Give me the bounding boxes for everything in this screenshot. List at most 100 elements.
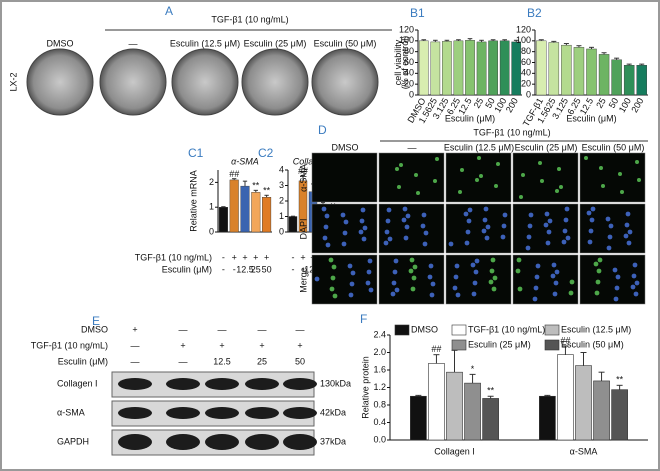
cell-signal [392,269,398,275]
y-tick-label: 120 [399,24,414,34]
band [205,378,239,390]
bar [623,65,635,96]
cell-signal [349,281,355,287]
cell-signal [466,218,472,224]
cell-signal [483,206,489,212]
cell-signal [605,216,611,222]
cell-signal [452,285,458,291]
cell-signal [475,178,479,182]
y-tick-label: 0.8 [373,399,386,409]
band [283,434,317,450]
cell-signal [490,257,496,263]
cell-signal [599,166,603,170]
bar [539,395,556,441]
band [245,378,279,390]
cell-signal [633,291,639,297]
cell: + [232,252,237,262]
cell-signal [362,225,368,231]
blot-size: 37kDa [320,436,346,446]
cell-signal [635,160,639,164]
cell-signal [606,245,612,251]
cell-signal [474,258,480,264]
cell-signal [473,269,479,275]
cell-signal [534,274,540,280]
cell-signal [367,258,373,264]
cell-signal [343,219,349,225]
cell-signal [420,223,426,229]
cell-signal [401,217,407,223]
y-tick-label: 100 [516,35,531,45]
cell-signal [597,257,603,263]
cell-signal [385,218,391,224]
x-tick-label: 25 [472,96,486,110]
significance: ** [252,181,260,191]
cell-signal [631,273,637,279]
cell-signal [387,236,393,242]
significance: ** [487,386,495,396]
cell-signal [569,279,575,285]
column-label: Esculin (25 μM) [515,142,578,152]
bar [262,197,272,233]
micrograph [311,152,378,203]
cell-signal [608,223,614,229]
column-label: Esculin (50 μM) [314,38,377,48]
y-tick-label: 1.2 [373,382,386,392]
cell-signal [632,262,638,268]
cell-signal [383,240,389,246]
bar [488,40,498,96]
cell-signal [402,206,408,212]
y-tick-label: 100 [399,35,414,45]
cell-signal [410,286,416,292]
y-tick-label: 2.0 [373,347,386,357]
blot-label: GAPDH [57,436,89,446]
cell-signal [501,223,507,229]
cell-signal [612,267,618,273]
cell: 25 [257,356,267,366]
band [166,434,200,450]
row-label: α-SMA [298,164,308,192]
bar [453,40,464,96]
cell-signal [500,234,506,240]
cell-signal [453,274,459,280]
cell-signal [550,273,556,279]
bar [511,41,522,96]
cell-signal [587,239,593,245]
cell-signal [614,285,620,291]
cell: 50 [295,356,305,366]
band [118,378,152,390]
bar [611,59,622,96]
row-label: Merge [298,267,308,293]
cell: - [233,264,236,274]
y-tick-label: 120 [516,24,531,34]
legend-label: Esculin (12.5 μM) [561,324,631,334]
y-tick-label: 2.4 [373,329,386,339]
x-axis-label: Esculin (μM) [566,113,616,123]
cell-signal [528,212,534,218]
cell-signal [416,191,420,195]
cell-signal [423,230,429,236]
cell-signal [394,287,400,293]
cell-signal [624,222,630,228]
y-tick-label: 2 [209,177,214,187]
blot-label: Collagen I [57,378,98,388]
cell: + [300,252,305,262]
cell-signal [421,212,427,218]
micrograph [579,152,646,203]
micrograph [26,48,94,116]
cell-signal [435,157,439,161]
panel-label: E [92,314,100,328]
cell-signal [393,258,399,264]
legend-label: Esculin (50 μM) [561,339,624,349]
bar [482,398,499,441]
micrograph [512,254,579,305]
bar [288,216,298,233]
cell-signal [543,222,549,228]
cell-signal [627,229,633,235]
cell-signal [568,290,574,296]
y-tick-label: 1 [279,211,284,221]
row-label: DMSO [81,324,108,334]
cell-signal [557,167,561,171]
bar [536,40,547,96]
cell-signal [331,264,337,270]
cell-signal [322,235,328,241]
